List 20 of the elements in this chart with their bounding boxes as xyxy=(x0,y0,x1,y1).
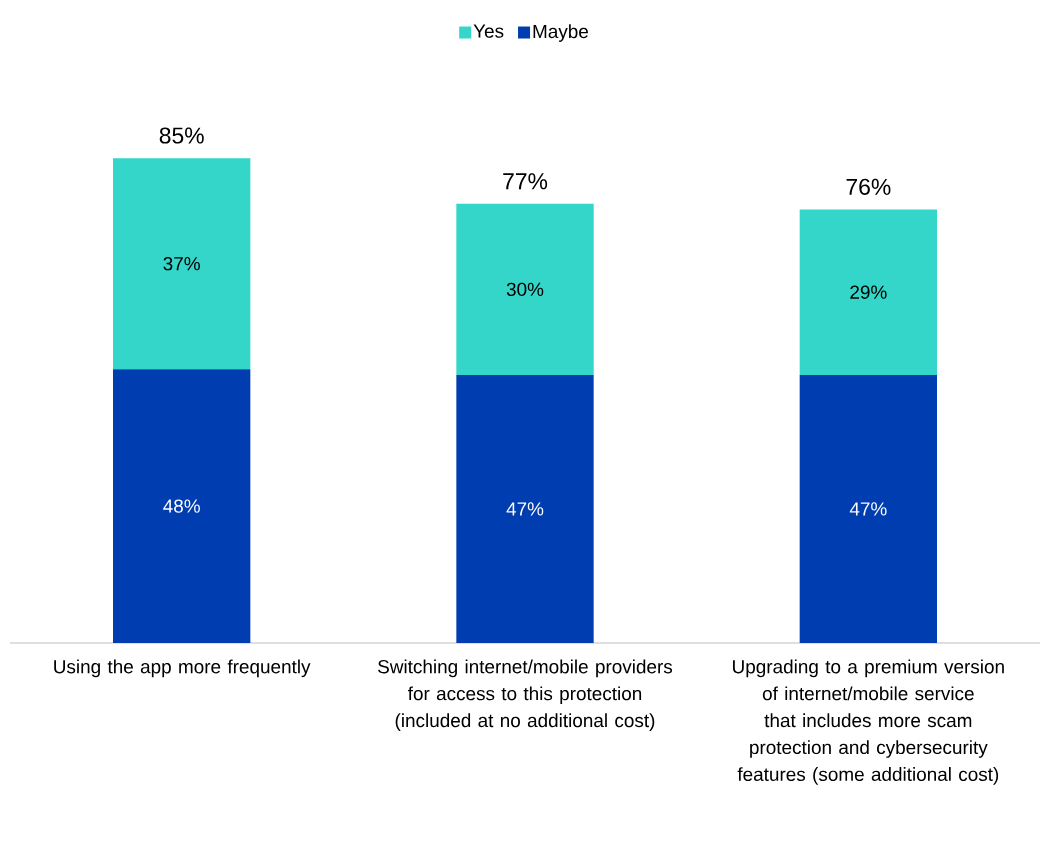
data-label: 47% xyxy=(849,502,887,516)
x-tick-label: Upgrading to a premium version of internet/mobile service that includes more scam protection and cybersecurity features (some additional cost) xyxy=(733,659,1004,785)
total-label: 76% xyxy=(846,178,891,195)
x-tick-label: Switching internet/mobile providers for access to this protection (included at no additional cost) xyxy=(378,659,673,731)
bar xyxy=(113,158,251,370)
data-label: 47% xyxy=(506,502,544,516)
bar xyxy=(456,374,594,643)
bar xyxy=(799,374,938,643)
x-tick-label: Using the app more frequently xyxy=(54,659,311,678)
data-label: 29% xyxy=(850,285,887,299)
total-label: 77% xyxy=(503,173,548,190)
data-label: 37% xyxy=(163,256,200,271)
bar xyxy=(799,209,938,375)
data-label: 30% xyxy=(506,282,544,297)
legend-label: Maybe xyxy=(533,24,588,42)
data-label: 48% xyxy=(163,499,200,513)
total-label: 85% xyxy=(159,127,204,144)
legend-label: Yes xyxy=(473,24,504,38)
bar xyxy=(113,369,251,643)
bar xyxy=(456,203,594,375)
